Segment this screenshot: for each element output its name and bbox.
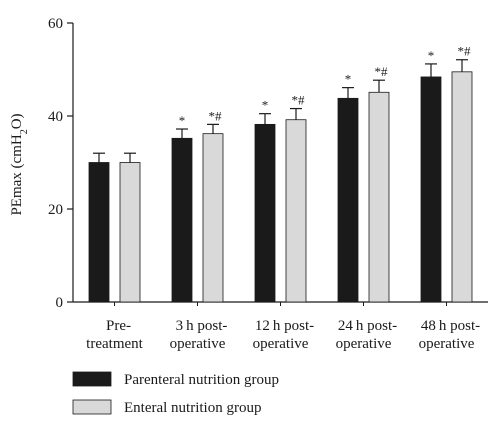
x-tick-label: operative [170, 336, 226, 352]
legend-label: Parenteral nutrition group [124, 372, 279, 388]
bar [119, 162, 141, 303]
x-tick-label: operative [419, 336, 475, 352]
x-tick-label: 12 h post- [255, 318, 314, 334]
bars: * *# * *# * *# * *# [88, 44, 473, 303]
bar [171, 137, 193, 303]
legend: Parenteral nutrition group Enteral nutrit… [72, 371, 279, 416]
x-tick-label: 24 h post- [338, 318, 397, 334]
x-tick-label: operative [253, 336, 309, 352]
bar [420, 76, 442, 303]
y-tick-label: 0 [56, 295, 64, 311]
x-tick-label: 48 h post- [421, 318, 480, 334]
bar [368, 91, 390, 303]
significance-label: * [179, 113, 186, 128]
y-tick-label: 20 [48, 202, 63, 218]
significance-label: * [428, 48, 435, 63]
legend-label: Enteral nutrition group [124, 400, 261, 416]
category-labels: Pre-treatment 3 h post-operative 12 h post… [86, 318, 480, 352]
legend-swatch [72, 399, 112, 415]
bar [451, 71, 473, 303]
bar [337, 97, 359, 303]
significance-label: *# [458, 44, 472, 59]
significance-label: *# [209, 108, 223, 123]
y-axis-label: PEmax (cmH2O) [9, 113, 30, 215]
y-tick-label: 60 [48, 16, 63, 32]
axes: 0 20 40 60 PEmax (cmH2O) [9, 16, 488, 311]
bar [254, 123, 276, 303]
significance-label: * [262, 98, 269, 113]
x-tick-label: 3 h post- [176, 318, 228, 334]
significance-label: *# [375, 64, 389, 79]
y-tick-label: 40 [48, 109, 63, 125]
bar [285, 119, 307, 303]
bar [202, 133, 224, 303]
significance-label: * [345, 72, 352, 87]
bar [88, 162, 110, 303]
x-tick-label: operative [336, 336, 392, 352]
x-tick-label: treatment [86, 336, 143, 352]
x-tick-label: Pre- [106, 318, 131, 334]
significance-label: *# [292, 93, 306, 108]
legend-swatch [72, 371, 112, 387]
